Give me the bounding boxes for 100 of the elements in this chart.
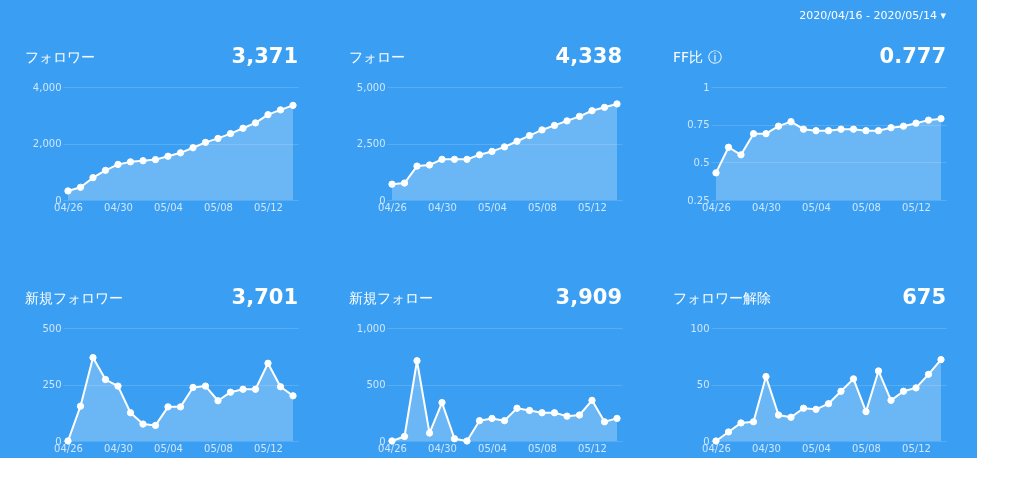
point (613, 414, 621, 423)
point (849, 125, 858, 133)
point (151, 155, 160, 164)
point (276, 106, 285, 114)
point (812, 127, 820, 135)
point (912, 384, 920, 392)
point (114, 160, 122, 169)
point (189, 383, 197, 392)
y-tick-label: 0.75 (687, 119, 710, 131)
point (588, 107, 596, 115)
point (525, 131, 534, 140)
point (525, 406, 534, 415)
point (824, 400, 833, 408)
point (563, 412, 571, 420)
point (538, 126, 546, 134)
x-tick-label: 05/12 (254, 442, 283, 454)
point (251, 385, 260, 393)
point (164, 152, 172, 160)
point (126, 409, 135, 417)
point (475, 151, 484, 159)
point (500, 417, 509, 425)
y-tick-label: 4,000 (32, 81, 62, 93)
point (550, 121, 559, 130)
x-tick-label: 05/08 (852, 442, 881, 454)
x-tick-label: 05/12 (254, 201, 283, 213)
x-tick-label: 05/04 (802, 442, 831, 454)
point (101, 375, 110, 384)
y-tick-label: 500 (42, 322, 62, 334)
point (937, 355, 945, 364)
point (749, 130, 758, 138)
x-tick-label: 05/12 (578, 442, 607, 454)
point (762, 130, 770, 138)
point (799, 404, 808, 412)
x-tick-label: 05/12 (902, 442, 931, 454)
chart-subtitle: 3,371 (231, 44, 298, 68)
point (214, 134, 222, 143)
point (239, 385, 247, 393)
point (450, 435, 459, 443)
point (164, 403, 172, 411)
y-tick-label: 0.5 (693, 156, 710, 168)
point (513, 404, 521, 412)
y-tick-label: 2,000 (32, 138, 62, 149)
point (76, 183, 85, 191)
point (774, 411, 783, 419)
point (799, 125, 808, 133)
point (787, 413, 795, 421)
point (613, 100, 621, 108)
point (737, 151, 745, 159)
point (837, 387, 845, 395)
point (862, 127, 870, 135)
y-tick-label: 5,000 (356, 81, 386, 93)
point (289, 392, 297, 400)
x-tick-label: 05/08 (528, 442, 557, 454)
point (887, 124, 895, 132)
point (912, 119, 920, 127)
point (862, 407, 870, 416)
point (400, 179, 409, 187)
point (724, 428, 733, 436)
chart-subtitle: 4,338 (555, 44, 622, 68)
point (849, 375, 858, 383)
x-tick-label: 05/04 (154, 442, 183, 454)
point (388, 180, 396, 188)
x-tick-label: 05/12 (578, 201, 607, 213)
point (575, 112, 584, 121)
x-tick-label: 05/04 (478, 201, 507, 213)
point (500, 143, 509, 151)
chart-subtitle: 3,909 (555, 285, 622, 309)
x-tick-label: 04/30 (428, 442, 457, 454)
x-tick-label: 05/08 (528, 201, 557, 213)
point (276, 383, 285, 391)
x-tick-label: 04/30 (752, 201, 781, 213)
point (463, 437, 471, 445)
point (924, 116, 933, 124)
point (563, 117, 571, 125)
point (774, 122, 783, 130)
chart-title: FF比 ⓘ (673, 49, 722, 65)
y-tick-label: 50 (696, 379, 710, 390)
chart-title: フォロー (349, 49, 405, 65)
point (425, 429, 434, 437)
point (239, 124, 247, 132)
point (787, 118, 795, 126)
point (176, 403, 185, 411)
chart-title: 新規フォロワー (25, 290, 123, 306)
chart-subtitle: 675 (902, 285, 946, 309)
x-tick-label: 04/30 (752, 442, 781, 454)
point (89, 353, 97, 362)
x-tick-label: 04/30 (104, 442, 133, 454)
point (513, 137, 521, 145)
x-tick-label: 05/08 (204, 442, 233, 454)
x-tick-label: 04/30 (428, 201, 457, 213)
y-tick-label: 100 (690, 322, 710, 334)
chart-title: フォロワー解除 (673, 290, 771, 306)
y-tick-label: 2,500 (356, 138, 386, 149)
point (924, 370, 933, 378)
point (151, 421, 160, 430)
point (400, 432, 409, 441)
point (251, 119, 260, 127)
point (575, 411, 584, 419)
point (264, 111, 272, 119)
chart-subtitle: 3,701 (231, 285, 298, 309)
